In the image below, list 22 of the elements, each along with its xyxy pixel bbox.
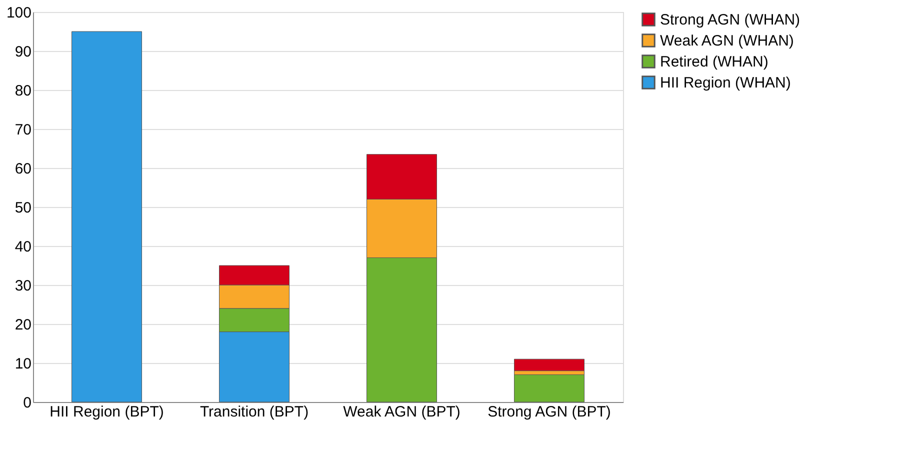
legend-label: Retired (WHAN) xyxy=(660,54,768,70)
bar xyxy=(72,31,142,402)
x-tick-label: HII Region (BPT) xyxy=(50,404,164,420)
y-tick-label: 40 xyxy=(14,238,32,256)
x-tick-label: Strong AGN (BPT) xyxy=(488,404,611,420)
y-tick-label: 50 xyxy=(14,200,32,216)
y-tick-label: 20 xyxy=(14,316,32,334)
y-tick-label: 10 xyxy=(14,356,32,372)
y-tick-label: 100 xyxy=(6,4,32,22)
x-tick-label: Transition (BPT) xyxy=(200,404,309,420)
bar xyxy=(514,374,584,402)
x-tick-label: Weak AGN (BPT) xyxy=(343,404,460,420)
legend-label: HII Region (WHAN) xyxy=(660,74,791,92)
y-tick-label: 90 xyxy=(14,44,32,60)
y-tick-label: 70 xyxy=(14,122,32,138)
bar xyxy=(514,358,584,372)
legend-label: Weak AGN (WHAN) xyxy=(660,32,794,50)
legend-label: Strong AGN (WHAN) xyxy=(660,12,800,28)
y-tick-label: 0 xyxy=(23,394,32,412)
y-tick-label: 30 xyxy=(14,278,32,294)
y-tick-label: 60 xyxy=(14,160,32,178)
y-tick-label: 80 xyxy=(14,82,32,100)
